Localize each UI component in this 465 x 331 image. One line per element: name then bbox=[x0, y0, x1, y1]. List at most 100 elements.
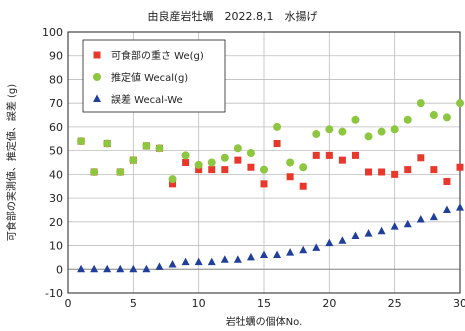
y-tick-label: 60 bbox=[49, 121, 63, 134]
x-tick-label: 5 bbox=[130, 297, 137, 310]
data-point-series-2 bbox=[390, 125, 399, 134]
y-tick-label: 20 bbox=[49, 216, 63, 229]
data-point-series-2 bbox=[299, 163, 308, 172]
data-point-series-1 bbox=[430, 166, 438, 174]
data-point-series-2 bbox=[338, 127, 347, 136]
data-point-series-2 bbox=[325, 125, 334, 134]
data-point-series-1 bbox=[351, 151, 359, 159]
data-point-series-2 bbox=[129, 156, 138, 165]
data-point-series-3 bbox=[273, 250, 282, 259]
legend: 可食部の重さ We(g) 推定値 Wecal(g) 誤差 Wecal-We bbox=[82, 39, 226, 113]
data-point-series-1 bbox=[221, 166, 229, 174]
data-point-series-3 bbox=[142, 264, 151, 273]
y-axis-ticks: -10 0 10 20 30 40 50 60 70 80 90 100 bbox=[42, 26, 63, 300]
legend-label-3: 誤差 Wecal-We bbox=[111, 93, 183, 106]
data-point-series-1 bbox=[365, 168, 373, 176]
data-point-series-1 bbox=[286, 173, 294, 181]
data-point-series-3 bbox=[168, 260, 177, 268]
y-tick-label: 40 bbox=[49, 168, 63, 181]
data-point-series-2 bbox=[220, 153, 229, 162]
data-point-series-3 bbox=[325, 238, 334, 247]
data-point-series-3 bbox=[299, 245, 308, 254]
y-tick-label: 50 bbox=[49, 145, 63, 158]
data-point-series-1 bbox=[404, 166, 412, 174]
data-point-series-1 bbox=[169, 180, 177, 188]
legend-marker-1 bbox=[93, 51, 101, 59]
x-tick-label: 10 bbox=[192, 297, 206, 310]
data-point-series-1 bbox=[391, 170, 399, 178]
data-point-series-3 bbox=[194, 257, 203, 266]
data-point-series-2 bbox=[90, 167, 99, 176]
data-point-series-1 bbox=[456, 163, 464, 171]
data-point-series-3 bbox=[155, 262, 164, 270]
data-point-series-3 bbox=[312, 243, 321, 251]
data-point-series-3 bbox=[442, 205, 451, 213]
data-point-series-1 bbox=[325, 151, 333, 159]
data-point-series-2 bbox=[456, 99, 464, 108]
data-point-series-2 bbox=[181, 151, 190, 160]
x-tick-label: 20 bbox=[322, 297, 336, 310]
data-point-series-3 bbox=[260, 250, 268, 259]
data-point-series-3 bbox=[77, 264, 86, 273]
legend-marker-2 bbox=[93, 73, 101, 81]
y-tick-label: 10 bbox=[49, 240, 63, 253]
data-point-series-1 bbox=[443, 177, 451, 185]
y-tick-label: 30 bbox=[49, 192, 63, 205]
data-point-series-2 bbox=[103, 139, 112, 148]
data-point-series-1 bbox=[417, 154, 425, 162]
data-point-series-2 bbox=[155, 144, 164, 153]
data-point-series-3 bbox=[207, 257, 216, 266]
data-point-series-3 bbox=[416, 214, 425, 223]
legend-marker-3 bbox=[93, 94, 101, 102]
x-axis-ticks: 0 5 10 15 20 25 30 bbox=[65, 297, 465, 310]
data-point-series-1 bbox=[195, 166, 203, 174]
data-point-series-3 bbox=[103, 264, 112, 273]
data-point-series-2 bbox=[403, 115, 412, 124]
data-point-series-2 bbox=[194, 160, 203, 169]
data-point-series-1 bbox=[299, 182, 307, 190]
data-marks bbox=[77, 99, 464, 273]
data-point-series-1 bbox=[182, 159, 190, 166]
data-point-series-3 bbox=[246, 252, 255, 261]
y-tick-label: 80 bbox=[49, 73, 63, 86]
data-point-series-1 bbox=[312, 151, 320, 159]
data-point-series-2 bbox=[246, 149, 255, 158]
x-tick-label: 15 bbox=[257, 297, 271, 310]
y-tick-label: 90 bbox=[49, 50, 63, 63]
data-point-series-2 bbox=[142, 141, 151, 150]
data-point-series-3 bbox=[129, 264, 138, 273]
data-point-series-1 bbox=[208, 166, 216, 174]
data-point-series-1 bbox=[378, 168, 386, 176]
data-point-series-3 bbox=[116, 264, 125, 273]
data-point-series-2 bbox=[286, 158, 295, 167]
data-point-series-1 bbox=[260, 180, 268, 188]
data-point-series-2 bbox=[364, 132, 373, 141]
data-point-series-2 bbox=[260, 165, 268, 174]
data-point-series-2 bbox=[377, 127, 386, 136]
data-point-series-3 bbox=[351, 231, 360, 240]
data-point-series-3 bbox=[181, 257, 190, 266]
x-tick-label: 30 bbox=[453, 297, 465, 310]
data-point-series-2 bbox=[168, 175, 177, 184]
x-axis-label: 岩牡蠣の個体No. bbox=[226, 315, 303, 328]
data-point-series-3 bbox=[429, 212, 438, 221]
plot-frame bbox=[67, 31, 461, 294]
data-point-series-2 bbox=[233, 144, 242, 153]
data-point-series-2 bbox=[416, 99, 425, 108]
data-point-series-3 bbox=[220, 255, 229, 263]
legend-label-1: 可食部の重さ We(g) bbox=[111, 49, 204, 62]
data-point-series-2 bbox=[77, 137, 86, 146]
data-point-series-2 bbox=[116, 167, 125, 176]
y-tick-label: 100 bbox=[42, 26, 63, 39]
y-tick-label: 70 bbox=[49, 97, 63, 110]
y-axis-label: 可食部の実測値、推定値、誤差 (g) bbox=[5, 84, 18, 241]
data-point-series-1 bbox=[247, 163, 255, 171]
data-point-series-1 bbox=[338, 156, 346, 164]
data-point-series-3 bbox=[338, 236, 347, 244]
data-point-series-2 bbox=[442, 113, 451, 122]
data-point-series-2 bbox=[207, 158, 216, 167]
data-point-series-2 bbox=[429, 111, 438, 120]
data-point-series-2 bbox=[351, 115, 360, 124]
data-point-series-2 bbox=[273, 122, 282, 131]
